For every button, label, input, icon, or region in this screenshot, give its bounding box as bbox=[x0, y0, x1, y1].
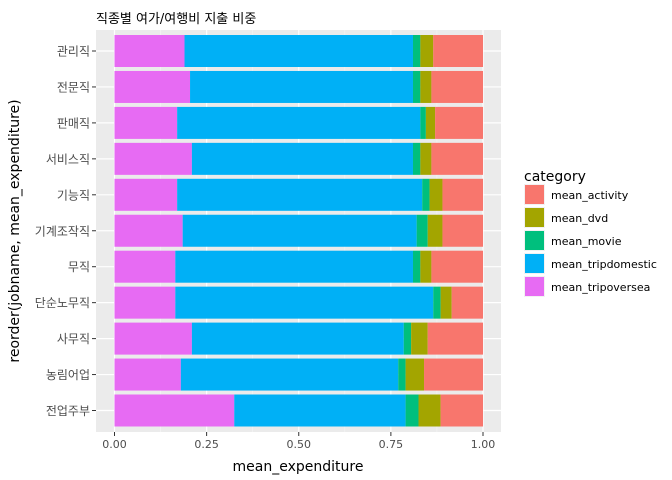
bar-segment-mean-movie bbox=[433, 286, 441, 319]
bar-segment-mean-tripdomestic bbox=[177, 106, 421, 139]
legend-title: category bbox=[524, 169, 586, 185]
bar-segment-mean-dvd bbox=[418, 394, 441, 427]
bar-segment-mean-dvd bbox=[420, 142, 432, 175]
bar-segment-mean-dvd bbox=[420, 70, 432, 103]
bar-segment-mean-tripoversea bbox=[114, 322, 192, 355]
bar-segment-mean-tripoversea bbox=[114, 178, 178, 211]
y-tick-label: 전업주부 bbox=[46, 404, 90, 418]
x-tick-label: 0.50 bbox=[287, 438, 312, 451]
legend: mean_activity mean_dvd mean_movie mean_trip… bbox=[524, 184, 657, 297]
bar-segment-mean-movie bbox=[412, 142, 421, 175]
bar-segment-mean-tripdomestic bbox=[182, 214, 417, 247]
bar-segment-mean-tripoversea bbox=[114, 106, 178, 139]
bar-segment-mean-tripoversea bbox=[114, 358, 181, 391]
y-tick-label: 전문직 bbox=[57, 80, 90, 94]
legend-label: mean_movie bbox=[551, 235, 622, 248]
y-tick-label: 서비스직 bbox=[46, 152, 90, 166]
legend-label: mean_tripdomestic bbox=[551, 258, 657, 271]
bar-segment-mean-tripoversea bbox=[114, 286, 176, 319]
bar-segment-mean-activity bbox=[424, 358, 483, 391]
legend-swatch bbox=[525, 185, 544, 204]
bars bbox=[114, 35, 483, 427]
legend-swatch bbox=[525, 208, 544, 227]
bar-segment-mean-activity bbox=[451, 286, 483, 319]
y-tick-label: 단순노무직 bbox=[35, 296, 90, 310]
bar-segment-mean-tripdomestic bbox=[177, 178, 423, 211]
y-tick-label: 기능직 bbox=[57, 188, 90, 202]
bar-segment-mean-activity bbox=[427, 322, 483, 355]
legend-label: mean_activity bbox=[551, 189, 629, 202]
y-tick-label: 무직 bbox=[68, 260, 90, 274]
bar-segment-mean-tripoversea bbox=[114, 214, 183, 247]
x-tick-label: 0.00 bbox=[102, 438, 127, 451]
bar-segment-mean-dvd bbox=[427, 214, 443, 247]
bar-segment-mean-tripdomestic bbox=[175, 250, 413, 283]
bar-segment-mean-tripoversea bbox=[114, 35, 185, 67]
bar-segment-mean-tripdomestic bbox=[180, 358, 399, 391]
legend-swatch bbox=[525, 254, 544, 273]
y-tick-label: 농림어업 bbox=[46, 368, 90, 382]
bar-segment-mean-movie bbox=[403, 322, 412, 355]
bar-segment-mean-movie bbox=[398, 358, 406, 391]
bar-segment-mean-tripdomestic bbox=[191, 142, 413, 175]
bar-segment-mean-movie bbox=[416, 214, 428, 247]
bar-segment-mean-tripdomestic bbox=[175, 286, 434, 319]
x-axis-title: mean_expenditure bbox=[233, 459, 364, 475]
bar-segment-mean-dvd bbox=[440, 286, 452, 319]
bar-segment-mean-tripdomestic bbox=[191, 322, 404, 355]
bar-segment-mean-movie bbox=[420, 106, 426, 139]
bar-segment-mean-movie bbox=[422, 178, 430, 211]
bar-segment-mean-movie bbox=[412, 250, 421, 283]
bar-segment-mean-tripoversea bbox=[114, 250, 176, 283]
bar-segment-mean-dvd bbox=[411, 322, 428, 355]
x-tick-label: 0.75 bbox=[379, 438, 404, 451]
bar-segment-mean-dvd bbox=[420, 35, 434, 67]
bar-segment-mean-dvd bbox=[420, 250, 432, 283]
bar-segment-mean-activity bbox=[442, 178, 483, 211]
y-tick-label: 사무직 bbox=[57, 332, 90, 346]
bar-segment-mean-dvd bbox=[405, 358, 425, 391]
bar-segment-mean-tripdomestic bbox=[190, 70, 413, 103]
bar-segment-mean-dvd bbox=[429, 178, 443, 211]
bar-segment-mean-tripoversea bbox=[114, 394, 235, 427]
bar-segment-mean-tripdomestic bbox=[184, 35, 413, 67]
bar-segment-mean-movie bbox=[405, 394, 419, 427]
bar-segment-mean-activity bbox=[431, 250, 483, 283]
bar-segment-mean-tripdomestic bbox=[234, 394, 406, 427]
bar-segment-mean-tripoversea bbox=[114, 70, 191, 103]
bar-segment-mean-dvd bbox=[425, 106, 436, 139]
bar-segment-mean-activity bbox=[440, 394, 483, 427]
bar-segment-mean-movie bbox=[412, 70, 421, 103]
legend-label: mean_tripoversea bbox=[551, 281, 650, 294]
bar-segment-mean-activity bbox=[433, 35, 483, 67]
legend-swatch bbox=[525, 277, 544, 296]
bar-segment-mean-tripoversea bbox=[114, 142, 192, 175]
bar-segment-mean-activity bbox=[431, 70, 483, 103]
y-tick-label: 관리직 bbox=[57, 45, 90, 59]
x-tick-label: 0.25 bbox=[194, 438, 219, 451]
y-axis-title: reorder(jobname, mean_expenditure) bbox=[7, 99, 23, 362]
x-tick-labels: 0.00 0.25 0.50 0.75 1.00 bbox=[102, 432, 495, 451]
y-tick-label: 판매직 bbox=[57, 116, 90, 130]
bar-segment-mean-movie bbox=[412, 35, 421, 67]
bar-segment-mean-activity bbox=[435, 106, 483, 139]
legend-label: mean_dvd bbox=[551, 212, 608, 225]
bar-segment-mean-activity bbox=[431, 142, 483, 175]
y-tick-label: 기계조작직 bbox=[35, 224, 90, 238]
bar-segment-mean-activity bbox=[442, 214, 483, 247]
chart-title: 직종별 여가/여행비 지출 비중 bbox=[96, 11, 256, 27]
x-tick-label: 1.00 bbox=[471, 438, 496, 451]
legend-swatch bbox=[525, 231, 544, 250]
